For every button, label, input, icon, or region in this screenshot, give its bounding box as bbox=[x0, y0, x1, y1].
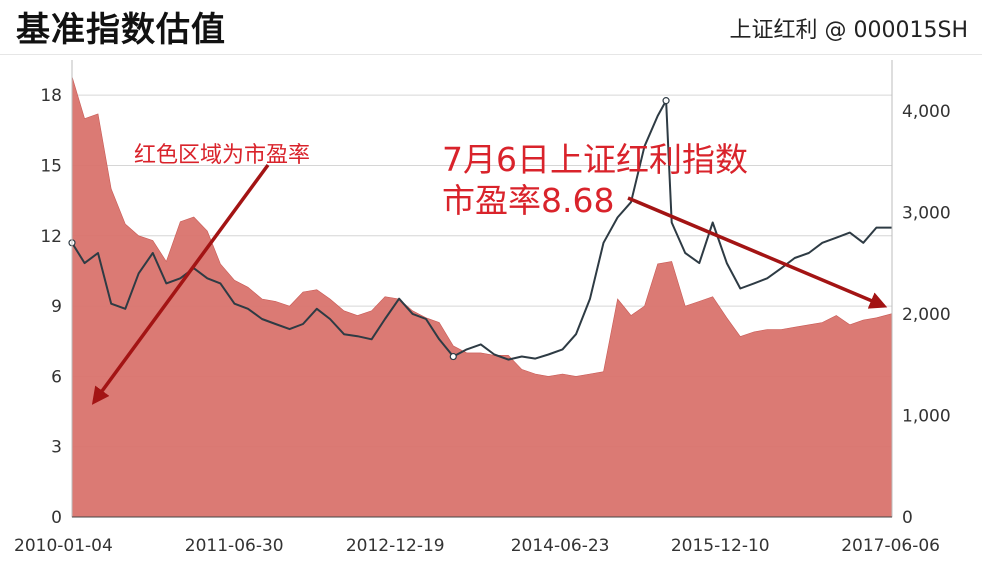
y-right-tick-label: 4,000 bbox=[902, 102, 951, 122]
x-tick-label: 2012-12-19 bbox=[346, 536, 445, 556]
header: 基准指数估值 上证红利 @ 000015SH bbox=[0, 0, 982, 52]
y-left-tick-label: 9 bbox=[51, 297, 62, 317]
x-tick-label: 2017-06-06 bbox=[841, 536, 940, 556]
y-left-tick-label: 12 bbox=[40, 227, 62, 247]
y-right-tick-label: 0 bbox=[902, 508, 913, 528]
x-tick-label: 2011-06-30 bbox=[185, 536, 284, 556]
header-divider bbox=[0, 54, 982, 55]
y-left-tick-label: 18 bbox=[40, 86, 62, 106]
y-right-tick-label: 1,000 bbox=[902, 406, 951, 426]
y-left-tick-label: 3 bbox=[51, 438, 62, 458]
index-line bbox=[71, 99, 892, 361]
y-left-tick-label: 0 bbox=[51, 508, 62, 528]
axes: 0 3 6 9 12 15 18 0 1,000 2,000 3,000 4,000 2010-01-0… bbox=[14, 60, 951, 556]
index-marker bbox=[662, 97, 670, 105]
x-tick-label: 2010-01-04 bbox=[14, 536, 113, 556]
index-subtitle: 上证红利 @ 000015SH bbox=[729, 18, 968, 43]
right-annotation-arrow bbox=[627, 196, 888, 309]
y-left-tick-label: 15 bbox=[40, 156, 62, 176]
annotation-arrows bbox=[91, 163, 888, 405]
right-annotation-line1: 7月6日上证红利指数 bbox=[442, 140, 748, 179]
x-tick-label: 2014-06-23 bbox=[511, 536, 610, 556]
y-right-tick-label: 3,000 bbox=[902, 203, 951, 223]
left-annotation-arrow bbox=[91, 163, 270, 405]
right-annotation-line2: 市盈率8.68 bbox=[442, 181, 614, 220]
page-title: 基准指数估值 bbox=[16, 10, 226, 50]
pe-area bbox=[71, 76, 893, 518]
pe-area-series bbox=[71, 76, 893, 518]
x-tick-label: 2015-12-10 bbox=[671, 536, 770, 556]
index-marker bbox=[449, 352, 457, 361]
y-left-tick-label: 6 bbox=[51, 367, 62, 387]
left-annotation: 红色区域为市盈率 bbox=[134, 143, 310, 168]
y-right-tick-label: 2,000 bbox=[902, 305, 951, 325]
